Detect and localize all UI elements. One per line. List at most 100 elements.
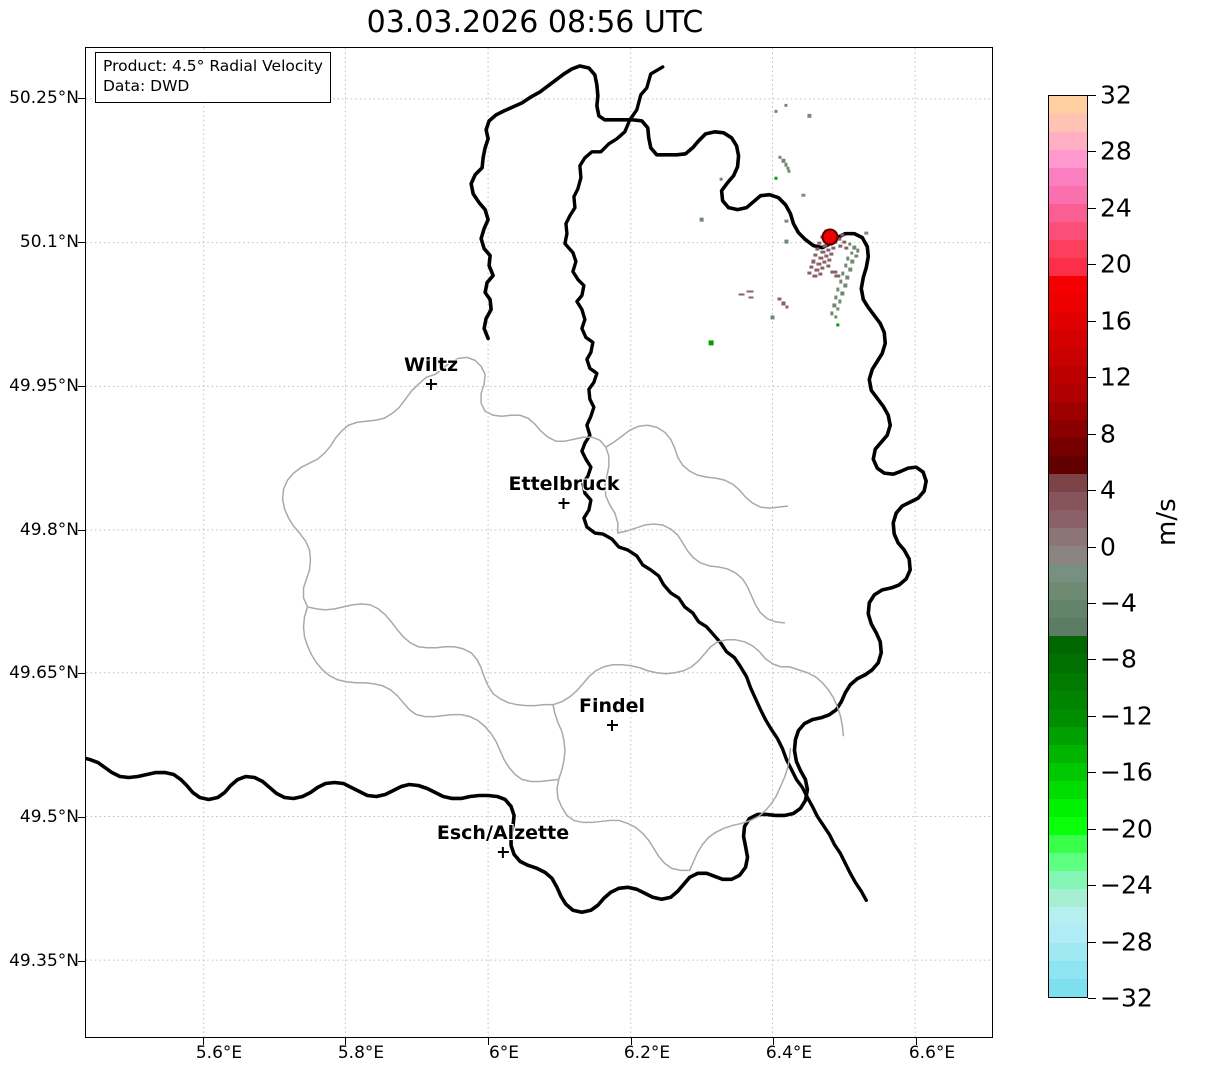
luxembourg-outline [86, 64, 928, 915]
colorbar-band [1049, 960, 1087, 979]
colorbar-band [1049, 798, 1087, 817]
colorbar-band [1049, 726, 1087, 745]
colorbar-tick-mark [1088, 659, 1096, 661]
xtick-label-6-2: 6.2°E [623, 1043, 671, 1063]
colorbar-tick-mark [1088, 207, 1096, 209]
ytick-label-49-65: 49.65°N [9, 663, 79, 683]
xtick-label-5-8: 5.8°E [337, 1043, 385, 1063]
colorbar-band [1049, 600, 1087, 619]
colorbar-tick-label: −12 [1100, 701, 1153, 731]
colorbar-band [1049, 420, 1087, 439]
colorbar-band [1049, 870, 1087, 889]
xtick-mark [916, 1038, 917, 1045]
colorbar-tick-mark [1088, 490, 1096, 492]
colorbar-band [1049, 150, 1087, 169]
colorbar-tick-label: −16 [1100, 757, 1153, 787]
colorbar-band [1049, 222, 1087, 241]
colorbar-band [1049, 186, 1087, 205]
colorbar-band [1049, 312, 1087, 331]
colorbar-band [1049, 852, 1087, 871]
colorbar-band [1049, 762, 1087, 781]
ytick-label-49-5: 49.5°N [19, 807, 79, 827]
gridlines [86, 48, 992, 1037]
colorbar-band [1049, 654, 1087, 673]
colorbar-band [1049, 366, 1087, 385]
colorbar-band [1049, 276, 1087, 295]
xtick-mark [631, 1038, 632, 1045]
colorbar-tick-label: 32 [1100, 80, 1132, 110]
ytick-label-49-8: 49.8°N [19, 520, 79, 540]
colorbar-band [1049, 744, 1087, 763]
colorbar-tick-label: −24 [1100, 870, 1153, 900]
xtick-label-5-6: 5.6°E [195, 1043, 243, 1063]
page-title: 03.03.2026 08:56 UTC [366, 5, 704, 40]
colorbar-tick-label: 16 [1100, 306, 1132, 336]
colorbar-band [1049, 132, 1087, 151]
info-product-line: Product: 4.5° Radial Velocity [103, 57, 323, 75]
colorbar-band [1049, 96, 1087, 115]
colorbar-band [1049, 384, 1087, 403]
colorbar-band [1049, 168, 1087, 187]
radar-station-marker[interactable] [821, 228, 839, 246]
colorbar-tick-mark [1088, 320, 1096, 322]
colorbar-tick-mark [1088, 546, 1096, 548]
xtick-mark [203, 1038, 204, 1045]
colorbar-tick-label: 28 [1100, 136, 1132, 166]
colorbar-tick-label: −4 [1100, 588, 1137, 618]
colorbar-band [1049, 906, 1087, 925]
ytick-mark [78, 386, 85, 387]
colorbar-unit-label: m/s [1152, 498, 1182, 546]
colorbar-band [1049, 780, 1087, 799]
xtick-mark [488, 1038, 489, 1045]
xtick-mark [773, 1038, 774, 1045]
ytick-label-50-25: 50.25°N [9, 88, 79, 108]
colorbar-band [1049, 294, 1087, 313]
colorbar-band [1049, 816, 1087, 835]
colorbar-tick-label: 8 [1100, 419, 1116, 449]
colorbar-tick-mark [1088, 602, 1096, 604]
colorbar-band [1049, 690, 1087, 709]
colorbar-band [1049, 474, 1087, 493]
ytick-label-49-35: 49.35°N [9, 951, 79, 971]
colorbar-tick-mark [1088, 998, 1096, 999]
colorbar-band [1049, 438, 1087, 457]
ytick-mark [78, 98, 85, 99]
ytick-mark [78, 242, 85, 243]
colorbar-band [1049, 564, 1087, 583]
info-box: Product: 4.5° Radial Velocity Data: DWD [95, 52, 331, 103]
colorbar-band [1049, 582, 1087, 601]
colorbar-band [1049, 114, 1087, 133]
colorbar-band [1049, 348, 1087, 367]
colorbar-tick-label: −32 [1100, 983, 1153, 1013]
map-plot-area[interactable]: Product: 4.5° Radial Velocity Data: DWD … [85, 47, 993, 1038]
colorbar-tick-mark [1088, 264, 1096, 266]
colorbar-tick-label: 20 [1100, 249, 1132, 279]
colorbar-tick-label: 12 [1100, 362, 1132, 392]
xtick-label-6-6: 6.6°E [908, 1043, 956, 1063]
colorbar-tick-label: −8 [1100, 644, 1137, 674]
info-data-line: Data: DWD [103, 76, 190, 95]
ytick-mark [78, 673, 85, 674]
ytick-label-50-1: 50.1°N [19, 232, 79, 252]
ytick-label-49-95: 49.95°N [9, 376, 79, 396]
colorbar-band [1049, 618, 1087, 637]
radar-echo-pixels [699, 103, 869, 346]
colorbar-tick-mark [1088, 95, 1096, 96]
colorbar-band [1049, 834, 1087, 853]
colorbar-band [1049, 708, 1087, 727]
colorbar-band [1049, 528, 1087, 547]
ytick-mark [78, 530, 85, 531]
colorbar-band [1049, 456, 1087, 475]
national-borders [563, 65, 868, 902]
colorbar-band [1049, 672, 1087, 691]
colorbar-tick-mark [1088, 151, 1096, 153]
colorbar-tick-mark [1088, 772, 1096, 774]
colorbar[interactable] [1048, 95, 1088, 998]
xtick-mark [345, 1038, 346, 1045]
canton-borders [281, 356, 845, 872]
colorbar-tick-mark [1088, 377, 1096, 379]
colorbar-tick-label: −28 [1100, 927, 1153, 957]
colorbar-band [1049, 492, 1087, 511]
colorbar-band [1049, 510, 1087, 529]
